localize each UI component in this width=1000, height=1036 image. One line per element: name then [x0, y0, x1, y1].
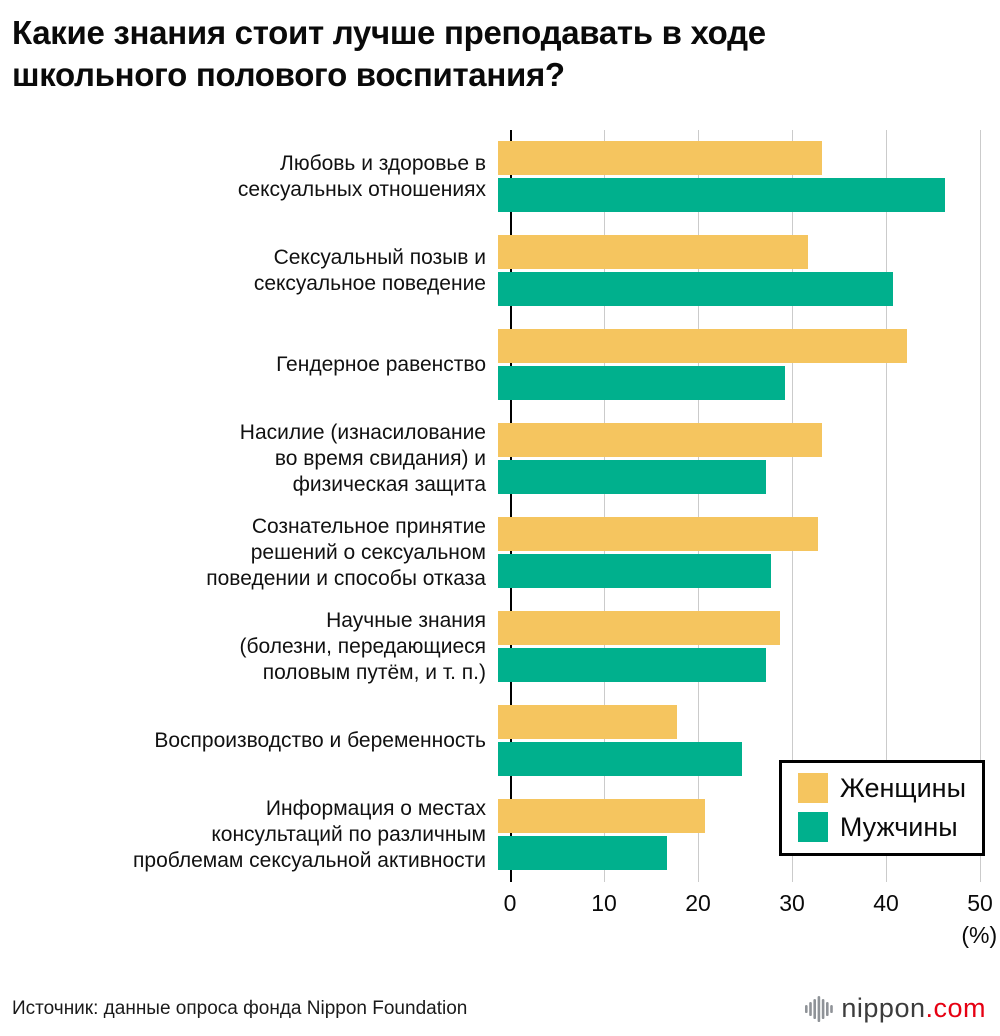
- category-label: Любовь и здоровье в сексуальных отношени…: [237, 151, 486, 201]
- men-bar: [498, 554, 771, 589]
- women-bar: [498, 329, 907, 364]
- nippon-soundwave-icon: [805, 995, 834, 1022]
- x-axis-unit-label: (%): [961, 921, 998, 948]
- legend-item-women: Женщины: [797, 772, 966, 804]
- chart-row: Насилие (изнасилование во время свидания…: [0, 412, 1000, 506]
- men-bar: [498, 648, 766, 683]
- x-tick-label: 20: [685, 889, 711, 916]
- chart-row: Воспроизводство и беременность: [0, 694, 1000, 788]
- chart-title: Какие знания стоит лучше преподавать в х…: [12, 14, 766, 93]
- x-tick-label: 0: [503, 889, 517, 916]
- chart-row: Сознательное принятие решений о сексуаль…: [0, 506, 1000, 600]
- logo-name: nippon: [841, 993, 926, 1023]
- bar-group: [498, 517, 968, 589]
- men-bar: [498, 178, 945, 213]
- grid-layer: [510, 129, 981, 882]
- gridline: [792, 129, 793, 882]
- women-bar: [498, 611, 780, 646]
- bar-group: [498, 423, 968, 495]
- category-label: Сознательное принятие решений о сексуаль…: [206, 514, 486, 590]
- logo-tld: .com: [925, 993, 986, 1023]
- logo-wordmark: nippon.com: [841, 993, 986, 1024]
- x-tick-label: 10: [591, 889, 617, 916]
- chart-row: Информация о местах консультаций по разл…: [0, 788, 1000, 882]
- category-label: Сексуальный позыв и сексуальное поведени…: [253, 245, 486, 295]
- x-tick-label: 40: [873, 889, 899, 916]
- bar-group: [498, 611, 968, 683]
- x-tick-label: 30: [779, 889, 805, 916]
- category-label: Информация о местах консультаций по разл…: [133, 796, 486, 872]
- category-label: Воспроизводство и беременность: [154, 728, 486, 752]
- men-bar: [498, 742, 743, 777]
- chart-row: Сексуальный позыв и сексуальное поведени…: [0, 224, 1000, 318]
- women-color-swatch: [797, 773, 828, 804]
- category-label: Насилие (изнасилование во время свидания…: [239, 420, 486, 496]
- gridline: [886, 129, 887, 882]
- chart: Любовь и здоровье в сексуальных отношени…: [0, 129, 1000, 958]
- gridline: [980, 129, 981, 882]
- x-axis: (%) 0 10 20 30 40 50: [504, 889, 998, 958]
- footer: Источник: данные опроса фонда Nippon Fou…: [0, 993, 1000, 1036]
- women-bar: [498, 235, 809, 270]
- bar-group: [498, 799, 968, 871]
- men-bar: [498, 272, 893, 307]
- bar-group: [498, 235, 968, 307]
- chart-row: Научные знания (болезни, передающиеся по…: [0, 600, 1000, 694]
- bar-group: [498, 329, 968, 401]
- x-tick-label: 50: [967, 889, 993, 916]
- chart-row: Любовь и здоровье в сексуальных отношени…: [0, 130, 1000, 224]
- gridline: [604, 129, 605, 882]
- women-bar: [498, 705, 677, 740]
- gridline: [698, 129, 699, 882]
- bar-group: [498, 705, 968, 777]
- plot-region: Любовь и здоровье в сексуальных отношени…: [0, 129, 1000, 882]
- women-bar: [498, 517, 818, 552]
- source-note: Источник: данные опроса фонда Nippon Fou…: [12, 997, 468, 1019]
- legend-label-men: Мужчины: [839, 811, 958, 842]
- x-axis-zero-line: [510, 129, 512, 882]
- legend-label-women: Женщины: [839, 772, 966, 803]
- women-bar: [498, 423, 823, 458]
- men-bar: [498, 836, 668, 871]
- nippon-logo: nippon.com: [804, 993, 986, 1024]
- category-label: Научные знания (болезни, передающиеся по…: [239, 608, 486, 684]
- women-bar: [498, 799, 705, 834]
- men-bar: [498, 460, 766, 495]
- legend: Женщины Мужчины: [778, 759, 985, 856]
- bar-group: [498, 141, 968, 213]
- plot-rows: Любовь и здоровье в сексуальных отношени…: [0, 130, 1000, 882]
- chart-row: Гендерное равенство: [0, 318, 1000, 412]
- legend-item-men: Мужчины: [797, 811, 966, 843]
- category-label: Гендерное равенство: [276, 352, 486, 376]
- men-color-swatch: [797, 812, 828, 843]
- men-bar: [498, 366, 785, 401]
- women-bar: [498, 141, 823, 176]
